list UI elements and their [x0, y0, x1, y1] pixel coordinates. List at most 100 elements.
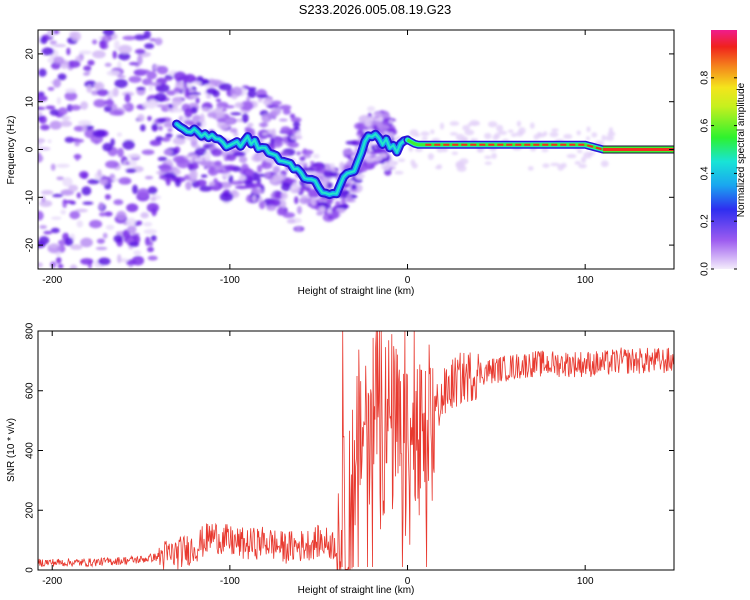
spectrogram-blob	[230, 93, 238, 100]
spectrogram-blob	[296, 151, 301, 156]
spectrogram-blob	[114, 78, 128, 88]
spectrogram-blob	[66, 47, 71, 56]
spectrogram-blob	[451, 151, 459, 156]
spectrogram-blob	[214, 160, 222, 166]
spectrogram-blob	[436, 164, 443, 170]
spectrogram-y-tick-label: 20	[25, 48, 36, 60]
spectrogram-blob	[258, 122, 269, 128]
spectrogram-blob	[309, 160, 315, 165]
spectrogram-blob	[39, 225, 47, 229]
colorbar-tick-label: 0.8	[700, 70, 711, 84]
spectrogram-blob	[449, 121, 460, 126]
spectrogram-blob	[257, 164, 263, 173]
spectrogram-blob	[117, 75, 126, 79]
spectrogram-blob	[258, 200, 266, 210]
spectrogram-x-tick-label: 100	[577, 275, 594, 286]
spectrogram-blob	[172, 155, 186, 164]
spectrogram-blob	[166, 90, 176, 96]
spectrogram-blob	[92, 129, 107, 138]
spectrogram-blob	[47, 244, 60, 248]
spectrogram-blob	[219, 191, 234, 202]
spectrogram-blob	[148, 82, 162, 86]
spectrogram-blob	[189, 169, 198, 180]
spectrogram-blob	[146, 71, 157, 80]
spectrogram-blob	[104, 194, 111, 200]
spectrogram-blob	[68, 184, 79, 192]
spectrogram-blob	[184, 108, 193, 119]
snr-x-tick-label: 0	[405, 576, 411, 587]
spectrogram-blob	[105, 224, 115, 230]
spectrogram-blob	[411, 162, 418, 169]
spectrogram-blob	[264, 171, 271, 178]
chart-title: S233.2026.005.08.19.G23	[299, 2, 452, 17]
spectrogram-blob	[290, 117, 302, 123]
spectrogram-blob	[510, 133, 518, 137]
spectrogram-blob	[282, 212, 296, 219]
spectrogram-blob	[148, 85, 154, 92]
spectrogram-blob	[38, 210, 44, 221]
snr-y-tick-label: 0	[25, 567, 36, 573]
spectrogram-blob	[326, 182, 333, 189]
spectrogram-blob	[206, 87, 218, 95]
spectrogram-blob	[271, 128, 276, 138]
spectrogram-blob	[310, 196, 317, 206]
spectrogram-x-axis-label: Height of straight line (km)	[298, 286, 415, 297]
spectrogram-blob	[76, 138, 85, 143]
spectrogram-ridge-tail-peak	[602, 148, 674, 151]
spectrogram-blob	[518, 127, 526, 135]
spectrogram-blob	[601, 134, 606, 142]
colorbar-tick-label: 0.6	[700, 118, 711, 132]
spectrogram-blob	[133, 34, 147, 41]
spectrogram-blob	[49, 40, 58, 45]
spectrogram-blob	[280, 192, 288, 200]
spectrogram-blob	[238, 155, 248, 164]
spectrogram-blob	[263, 97, 274, 107]
spectrogram-blob	[191, 81, 203, 85]
spectrogram-blob	[126, 203, 139, 213]
spectrogram-blob	[82, 201, 94, 205]
spectrogram-blob	[168, 103, 173, 109]
spectrogram-blob	[243, 146, 251, 154]
colorbar-label: Normalized spectral amplitude	[736, 82, 747, 217]
spectrogram-blob	[118, 52, 131, 61]
spectrogram-blob	[70, 244, 83, 250]
spectrogram-blob	[563, 133, 573, 140]
spectrogram-blob	[302, 154, 312, 159]
spectrogram-blob	[373, 124, 378, 131]
spectrogram-blob	[484, 155, 492, 160]
spectrogram-blob	[96, 238, 105, 244]
spectrogram-blob	[47, 86, 55, 91]
spectrogram-blob	[147, 255, 158, 261]
spectrogram-blob	[427, 153, 434, 161]
spectrogram-blob	[80, 237, 93, 248]
spectrogram-blob	[78, 50, 92, 55]
spectrogram-blob	[92, 50, 106, 59]
spectrogram-blob	[132, 184, 138, 195]
spectrogram-blob	[586, 126, 591, 133]
spectrogram-blob	[69, 210, 81, 220]
spectrogram-blob	[156, 118, 167, 123]
spectrogram-blob	[80, 258, 94, 265]
spectrogram-blob	[196, 121, 202, 128]
spectrogram-blob	[59, 120, 73, 127]
spectrogram-blob	[413, 133, 421, 137]
spectrogram-blob	[365, 157, 375, 163]
spectrogram-blob	[143, 228, 157, 235]
snr-x-ticks: -200 -100 0 100	[42, 331, 594, 587]
spectrogram-blob	[336, 205, 348, 209]
spectrogram-blob	[247, 122, 254, 128]
spectrogram-blob	[97, 169, 102, 177]
spectrogram-blob	[273, 173, 286, 181]
spectrogram-blob	[49, 109, 60, 116]
spectrogram-blob	[208, 79, 222, 85]
spectrogram-blob	[355, 174, 364, 180]
snr-x-axis-label: Height of straight line (km)	[298, 585, 415, 596]
spectrogram-blob	[185, 154, 199, 158]
spectrogram-blob	[542, 163, 550, 168]
spectrogram-blob	[271, 100, 282, 106]
spectrogram-blob	[71, 31, 82, 42]
spectrogram-blob	[112, 87, 119, 97]
spectrogram-blob	[462, 125, 470, 131]
snr-y-tick-label: 800	[25, 322, 36, 339]
